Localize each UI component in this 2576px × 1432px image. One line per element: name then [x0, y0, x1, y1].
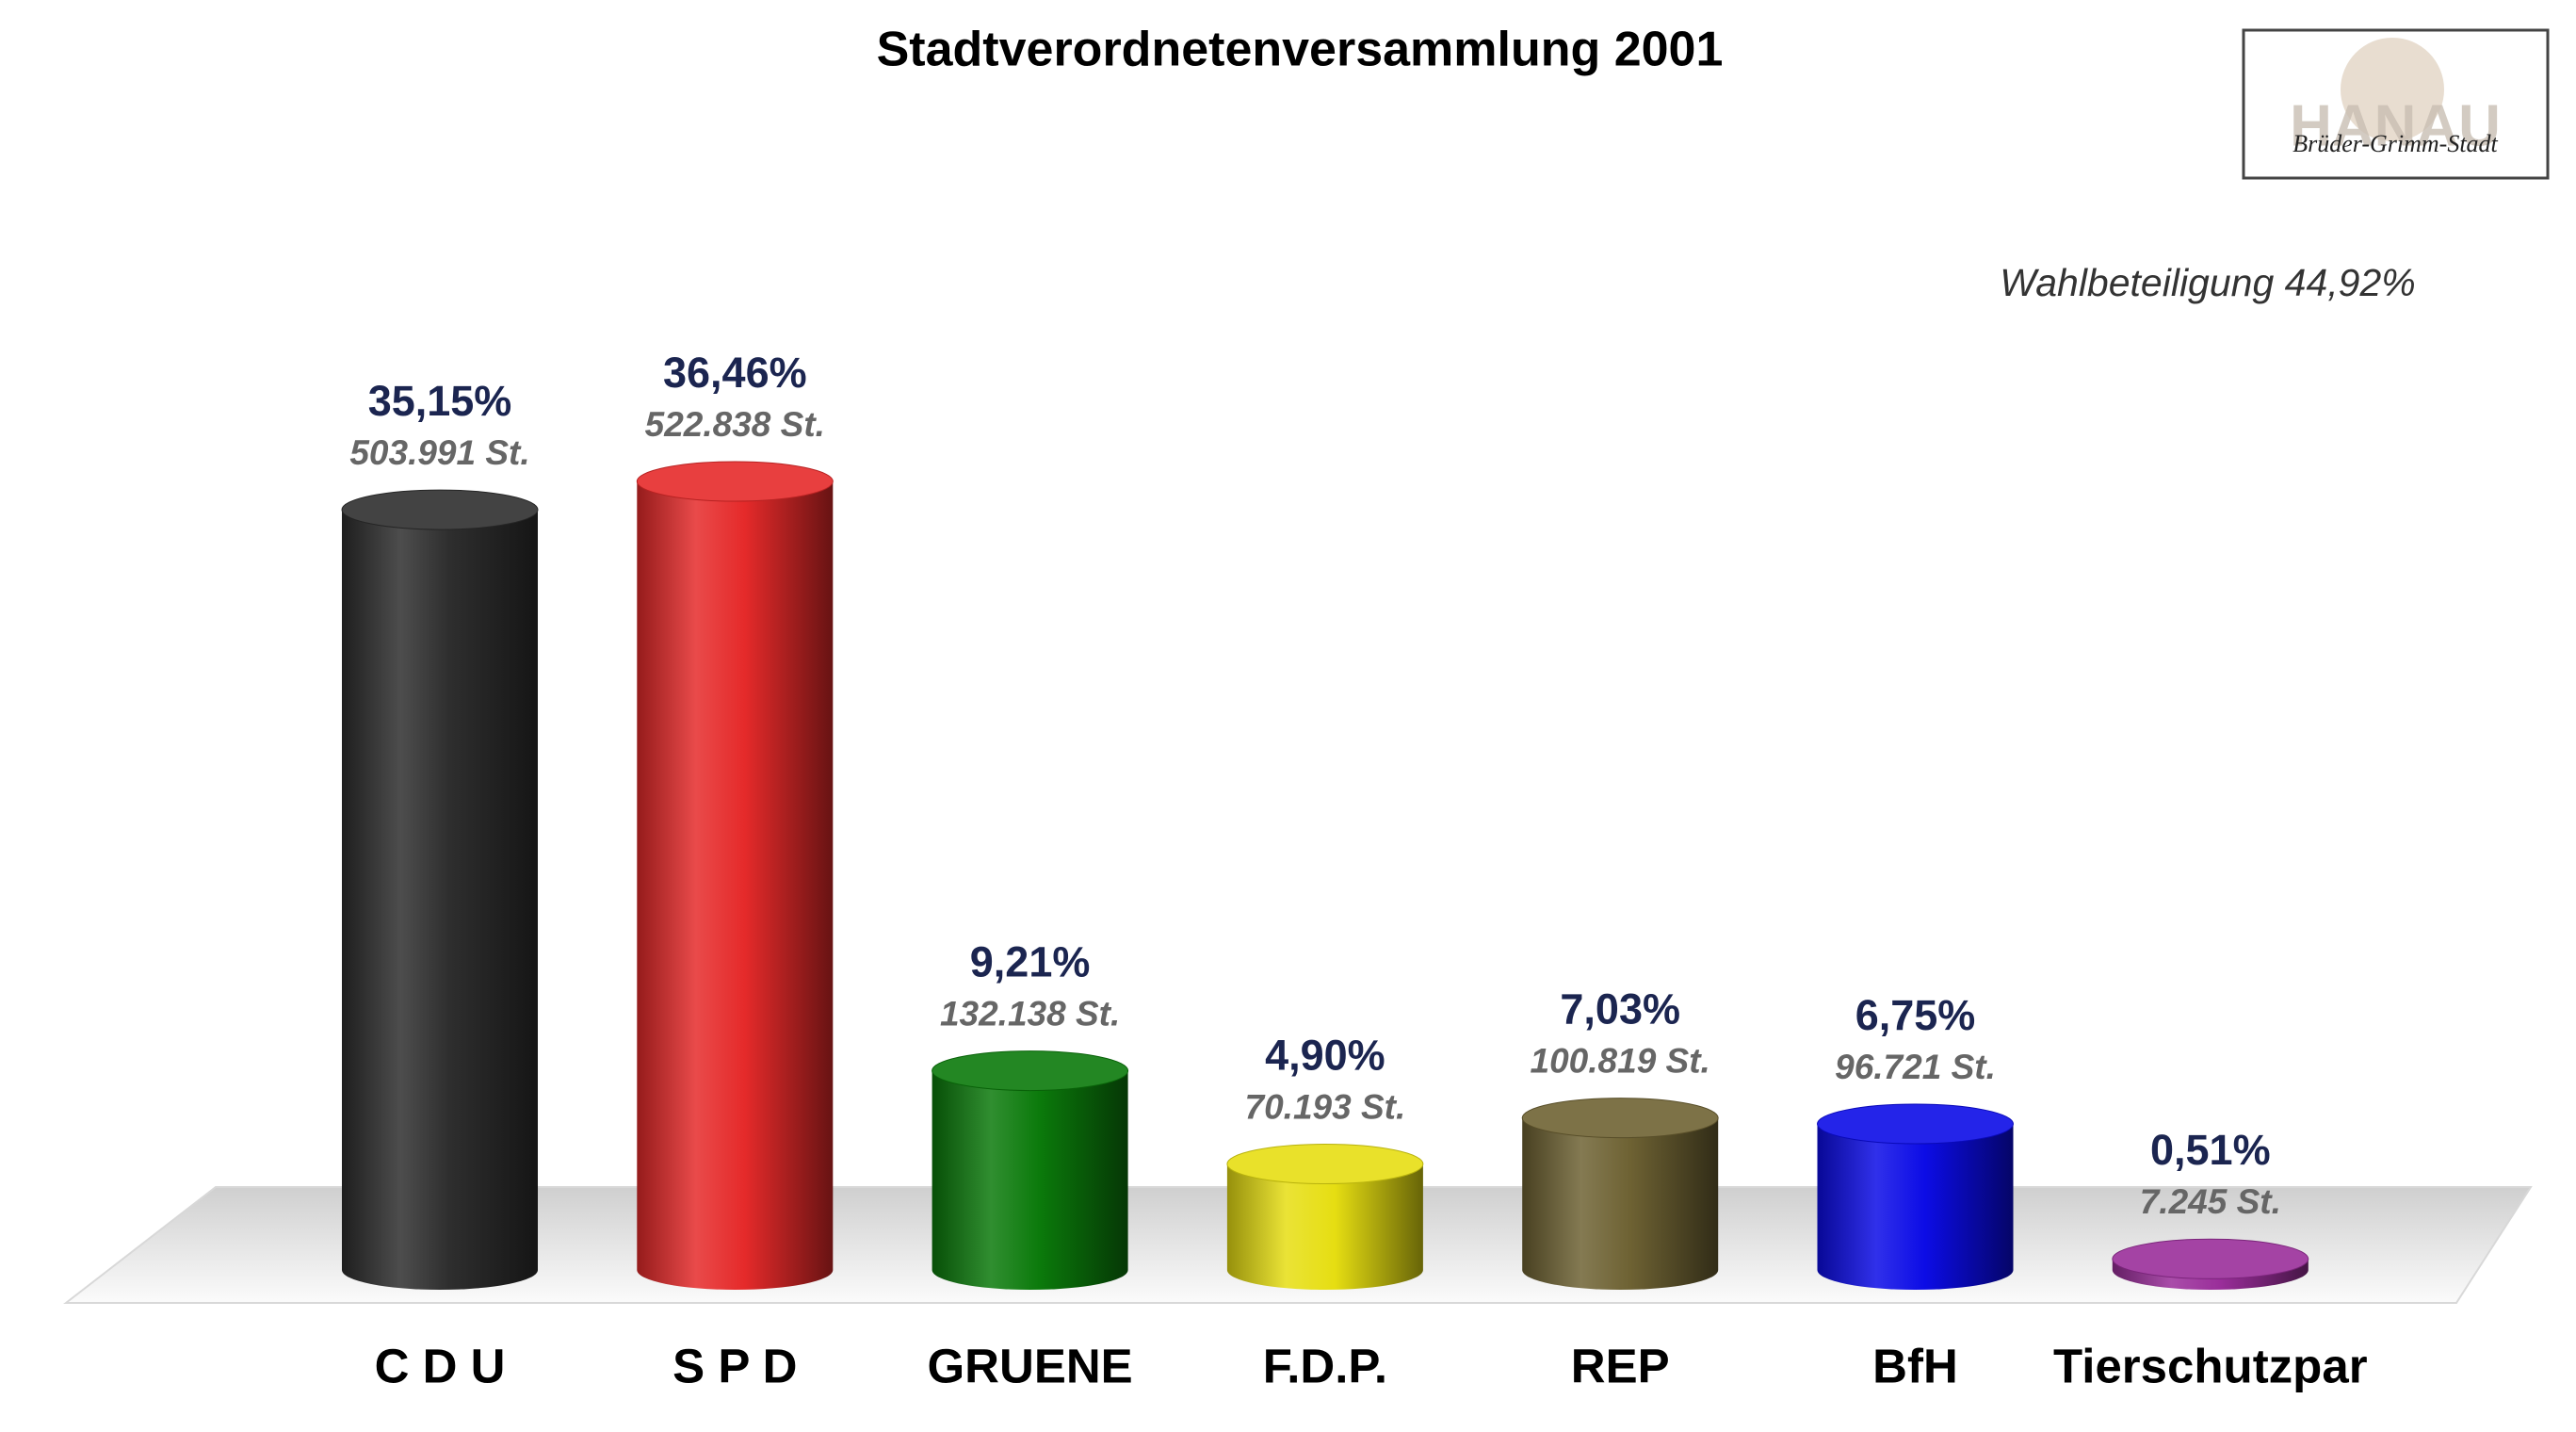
- vote-label: 70.193 St.: [1245, 1087, 1406, 1126]
- x-tick-label: C D U: [375, 1339, 506, 1392]
- bar: [2112, 1238, 2309, 1290]
- bar-top: [341, 489, 539, 530]
- bar-top: [932, 1050, 1129, 1092]
- annotation: Wahlbeteiligung 44,92%: [2000, 261, 2415, 304]
- bar-top: [636, 461, 834, 502]
- value-label: 35,15%: [368, 377, 512, 425]
- bar-body: [1522, 1117, 1719, 1290]
- vote-label: 100.819 St.: [1531, 1041, 1710, 1080]
- bar: [932, 1050, 1129, 1290]
- bar-top: [1521, 1098, 1719, 1139]
- x-tick-label: GRUENE: [927, 1339, 1132, 1392]
- value-label: 7,03%: [1560, 985, 1680, 1033]
- vote-label: 522.838 St.: [645, 405, 825, 444]
- logo-subtitle: Brüder-Grimm-Stadt: [2292, 130, 2498, 157]
- vote-label: 503.991 St.: [349, 433, 529, 472]
- value-label: 0,51%: [2150, 1126, 2271, 1174]
- x-tick-label: S P D: [672, 1339, 797, 1392]
- vote-label: 96.721 St.: [1835, 1048, 1996, 1086]
- bar: [1226, 1144, 1424, 1290]
- bar-body: [342, 510, 538, 1290]
- bar-body: [932, 1070, 1128, 1290]
- vote-label: 7.245 St.: [2140, 1182, 2281, 1221]
- x-tick-label: BfH: [1872, 1339, 1958, 1392]
- value-label: 4,90%: [1265, 1031, 1385, 1079]
- bar-top: [1817, 1103, 2014, 1145]
- x-tick-label: REP: [1571, 1339, 1670, 1392]
- logo-title: HANAU: [2290, 93, 2501, 158]
- bar: [1521, 1098, 1719, 1290]
- vote-label: 132.138 St.: [940, 994, 1120, 1033]
- bar-body: [637, 481, 834, 1290]
- x-tick-label: F.D.P.: [1263, 1339, 1387, 1392]
- chart-title: Stadtverordnetenversammlung 2001: [877, 23, 1724, 77]
- value-label: 6,75%: [1855, 991, 1976, 1039]
- value-label: 36,46%: [663, 349, 807, 397]
- bar-body: [1226, 1164, 1423, 1290]
- bar-top: [2112, 1238, 2309, 1279]
- x-tick-label: Tierschutzpar: [2053, 1339, 2368, 1392]
- bar-body: [1817, 1124, 2014, 1290]
- bar-top: [1226, 1144, 1424, 1185]
- logo: HANAU Brüder-Grimm-Stadt: [2242, 28, 2550, 180]
- bar: [1817, 1103, 2014, 1290]
- bar: [341, 489, 539, 1290]
- logo-portrait: [2341, 38, 2444, 141]
- value-label: 9,21%: [970, 937, 1091, 985]
- bar: [636, 461, 834, 1290]
